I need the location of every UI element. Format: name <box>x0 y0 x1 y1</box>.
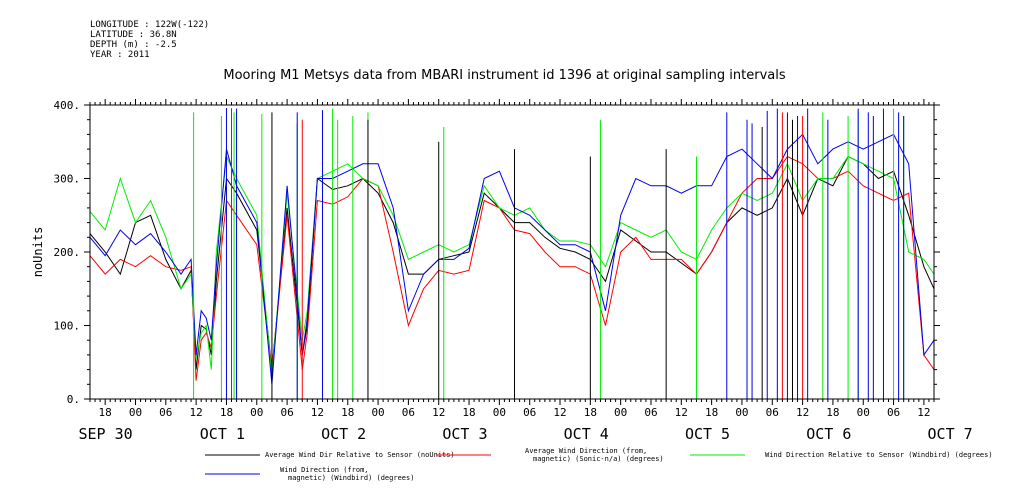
longitude-text: LONGITUDE : 122W(-122) <box>90 20 210 30</box>
x-day-label: SEP 30 <box>78 425 132 443</box>
x-hour-label: 18 <box>220 406 233 419</box>
y-tick-label: 0. <box>67 393 80 406</box>
x-hour-label: 12 <box>796 406 809 419</box>
series-layer <box>90 107 934 399</box>
x-day-label: OCT 7 <box>928 425 973 443</box>
depth-text: DEPTH (m) : -2.5 <box>90 40 177 50</box>
year-text: YEAR : 2011 <box>90 50 150 60</box>
y-tick-label: 200. <box>54 246 81 259</box>
x-hour-label: 06 <box>280 406 293 419</box>
x-hour-label: 06 <box>523 406 536 419</box>
chart-title: Mooring M1 Metsys data from MBARI instru… <box>223 68 786 83</box>
x-hour-label: 18 <box>584 406 597 419</box>
x-hour-label: 12 <box>675 406 688 419</box>
legend-label-3: Wind Direction Relative to Sensor (Windb… <box>765 451 993 459</box>
legend: Average Wind Dir Relative to Sensor (noU… <box>205 447 993 482</box>
x-hour-label: 06 <box>887 406 900 419</box>
x-hour-label: 18 <box>341 406 354 419</box>
x-hour-label: 00 <box>735 406 748 419</box>
x-hour-label: 12 <box>190 406 203 419</box>
x-hour-label: 06 <box>159 406 172 419</box>
legend-label-2: Average Wind Direction (from, <box>525 447 647 455</box>
x-hour-label: 06 <box>766 406 779 419</box>
x-day-label: OCT 2 <box>321 425 366 443</box>
x-hour-label: 18 <box>705 406 718 419</box>
series-line-4 <box>90 133 934 385</box>
x-hour-label: 18 <box>462 406 475 419</box>
x-hour-label: 12 <box>917 406 930 419</box>
y-tick-label: 300. <box>54 173 81 186</box>
x-hour-label: 00 <box>493 406 506 419</box>
x-hour-label: 18 <box>99 406 112 419</box>
x-day-label: OCT 4 <box>564 425 609 443</box>
x-hour-label: 00 <box>129 406 142 419</box>
legend-label-4-line2: magnetic) (Windbird) (degrees) <box>288 474 414 482</box>
legend-label-4: Wind Direction (from, <box>280 466 369 474</box>
x-hour-label: 00 <box>614 406 627 419</box>
legend-label-1: Average Wind Dir Relative to Sensor (noU… <box>265 451 455 459</box>
x-hour-label: 18 <box>826 406 839 419</box>
x-day-label: OCT 1 <box>200 425 245 443</box>
x-day-label: OCT 5 <box>685 425 730 443</box>
x-hour-label: 06 <box>644 406 657 419</box>
x-hour-label: 00 <box>250 406 263 419</box>
metadata-block: LONGITUDE : 122W(-122) LATITUDE : 36.8N … <box>90 20 209 60</box>
x-day-label: OCT 3 <box>442 425 487 443</box>
x-hour-label: 12 <box>553 406 566 419</box>
x-hour-label: 00 <box>371 406 384 419</box>
x-hour-label: 12 <box>311 406 324 419</box>
y-tick-label: 100. <box>54 320 81 333</box>
y-axis-label: noUnits <box>31 227 45 278</box>
latitude-text: LATITUDE : 36.8N <box>90 30 177 40</box>
legend-label-2-line2: magnetic) (Sonic-n/a) (degrees) <box>533 455 664 463</box>
x-hour-label: 00 <box>857 406 870 419</box>
x-day-label: OCT 6 <box>806 425 851 443</box>
y-tick-label: 400. <box>54 99 81 112</box>
axis-layer: 0. 100. 200. 300. 400. 18 00 06 12 18 00 06 12 18 00 06… <box>54 99 973 443</box>
x-hour-label: 06 <box>402 406 415 419</box>
x-hour-label: 12 <box>432 406 445 419</box>
